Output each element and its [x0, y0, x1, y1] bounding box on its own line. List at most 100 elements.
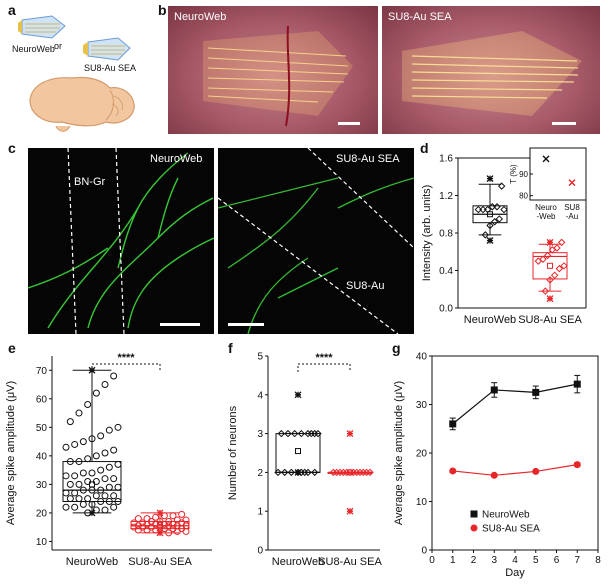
- data-point: [294, 391, 302, 399]
- x-tick-label: 1: [450, 555, 456, 566]
- x-tick-label: 5: [533, 555, 539, 566]
- data-point: [143, 526, 151, 534]
- y-tick-label: 10: [416, 497, 428, 508]
- panel-c-right-label: SU8-Au SEA: [336, 153, 400, 165]
- data-point: [97, 486, 105, 494]
- data-point: [152, 526, 160, 534]
- data-point: [490, 386, 498, 394]
- data-point: [134, 522, 142, 530]
- y-tick-label: 60: [36, 394, 48, 405]
- data-point: [134, 526, 142, 534]
- data-point: [97, 466, 105, 474]
- data-point: [553, 244, 561, 252]
- data-point: [543, 251, 552, 260]
- data-point: [84, 401, 92, 408]
- panel-a-neuroweb-label: NeuroWeb: [12, 44, 55, 54]
- y-tick-label: 70: [36, 366, 48, 377]
- data-point: [101, 475, 109, 483]
- data-point: [105, 483, 113, 491]
- data-point: [449, 420, 457, 428]
- data-point: [62, 489, 70, 497]
- box-series-su8-au-sea: [532, 238, 568, 303]
- legend-marker: [470, 510, 478, 518]
- data-point: [88, 435, 96, 443]
- data-point: [500, 205, 508, 214]
- y-tick-label: 30: [416, 400, 428, 411]
- data-point: [160, 525, 168, 533]
- panel-c-bn-gr-label: BN-Gr: [74, 176, 106, 188]
- data-point: [287, 468, 296, 477]
- su8-neurons-graphic: [218, 148, 414, 334]
- inset-transparency: 80 90T (%) Neuro -Web SU8 -Au: [509, 147, 587, 221]
- y-axis-label: Intensity (arb. units): [421, 185, 433, 282]
- significance-bracket: [297, 363, 351, 372]
- data-point: [366, 468, 374, 477]
- data-point: [152, 513, 160, 521]
- y-tick-label: 20: [36, 508, 48, 519]
- panel-label-e: e: [8, 340, 16, 356]
- data-point: [560, 262, 568, 270]
- data-point: [71, 472, 79, 480]
- data-point: [66, 418, 74, 426]
- neuroweb-probe-icon: [18, 15, 66, 39]
- x-category-label: NeuroWeb: [464, 314, 516, 326]
- series-line: [452, 464, 578, 476]
- data-point: [156, 509, 164, 517]
- inset-y-tick-label: 90: [519, 170, 528, 179]
- data-point: [532, 388, 540, 396]
- scale-bar: [338, 122, 360, 125]
- data-point: [297, 429, 306, 438]
- chart-d-intensity: 0.0 0.4 0.8 1.2 1.6 Intensity (arb. units) Neu…: [421, 147, 587, 326]
- box-series-su8-au-sea: [130, 509, 190, 537]
- data-point: [101, 449, 109, 457]
- data-point: [114, 423, 122, 431]
- mean-marker: [89, 481, 95, 488]
- inset-frame: [529, 147, 587, 201]
- series-su8-au-sea: [449, 461, 581, 479]
- data-point: [546, 276, 554, 284]
- x-tick-label: 8: [595, 555, 601, 566]
- data-point: [310, 468, 319, 477]
- x-tick-label: 0: [429, 555, 435, 566]
- data-point: [114, 483, 122, 491]
- y-tick-label: 50: [36, 423, 48, 434]
- data-point: [284, 429, 292, 438]
- y-tick-label: 30: [36, 480, 48, 491]
- x-tick-label: 4: [512, 555, 518, 566]
- panel-a-su8-label: SU8-Au SEA: [84, 63, 136, 73]
- data-point: [114, 498, 122, 505]
- legend-label: SU8-Au SEA: [482, 524, 540, 535]
- chart-e-spike-amplitude: 10 20 30 40 50 60 70 Average spike amplitude (μ…: [5, 352, 212, 568]
- data-point: [534, 257, 543, 265]
- data-point: [339, 468, 348, 477]
- data-point: [539, 255, 547, 263]
- data-point: [555, 264, 564, 273]
- inset-category-label: SU8 -Au: [564, 203, 580, 221]
- data-point: [71, 489, 79, 497]
- data-point: [481, 231, 490, 239]
- mean-marker: [157, 521, 163, 528]
- data-point: [88, 509, 96, 517]
- y-tick-label: 0: [421, 546, 427, 557]
- data-point: [71, 503, 79, 511]
- data-point: [307, 429, 316, 438]
- x-category-label: NeuroWeb: [66, 556, 118, 568]
- x-tick-label: 3: [491, 555, 497, 566]
- data-point: [62, 443, 70, 451]
- data-point: [182, 527, 190, 535]
- inset-point: [542, 155, 550, 163]
- y-tick-label: 10: [36, 537, 48, 548]
- panel-c-image-neuroweb: BN-Gr NeuroWeb: [28, 148, 214, 334]
- series-neuroweb: [449, 374, 581, 431]
- data-point: [88, 500, 96, 508]
- data-point: [110, 492, 118, 500]
- data-point: [75, 495, 83, 503]
- panel-c-left-label: NeuroWeb: [150, 153, 203, 165]
- box-iqr: [275, 433, 321, 473]
- panel-label-c: c: [8, 140, 16, 156]
- data-point: [490, 218, 499, 226]
- box-series-neuroweb: [274, 391, 322, 477]
- data-point: [79, 500, 87, 508]
- inset-y-label: T (%): [509, 164, 518, 184]
- data-point: [71, 440, 79, 448]
